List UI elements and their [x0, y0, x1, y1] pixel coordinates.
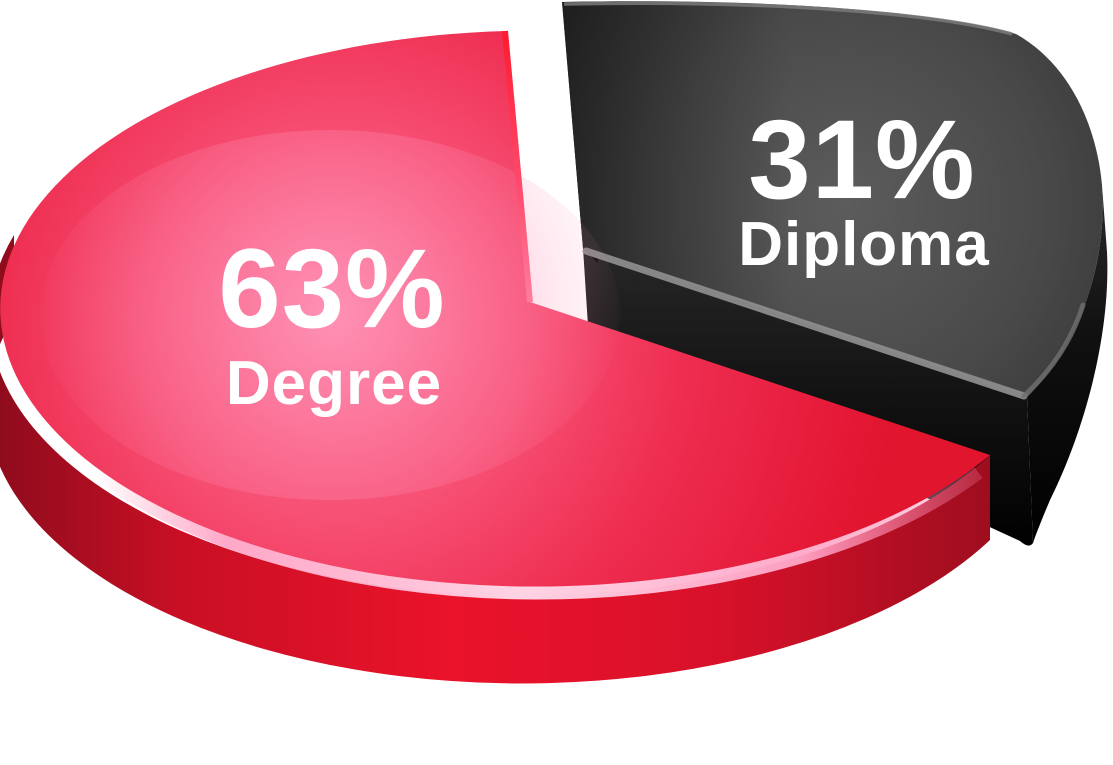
diploma-slice: 31% Diploma	[562, 1, 1108, 546]
degree-percent-label: 63%	[218, 226, 445, 351]
diploma-name-label: Diploma	[738, 210, 990, 279]
degree-cut-edge-highlight	[502, 30, 533, 303]
degree-slice: 63% Degree	[0, 30, 991, 684]
diploma-slice-top-shade	[562, 1, 1103, 397]
diploma-top-edge-highlight	[563, 1, 1013, 36]
diploma-slice-outer-wall	[1027, 185, 1108, 543]
diploma-corner-ridge-highlight	[1021, 302, 1086, 399]
degree-name-label: Degree	[226, 349, 442, 418]
degree-rim-highlight	[90, 464, 983, 600]
degree-slice-side-wall	[0, 235, 990, 684]
degree-slice-glow	[40, 130, 620, 500]
diploma-rim-highlight	[582, 247, 1028, 400]
diploma-percent-label: 31%	[748, 97, 975, 222]
